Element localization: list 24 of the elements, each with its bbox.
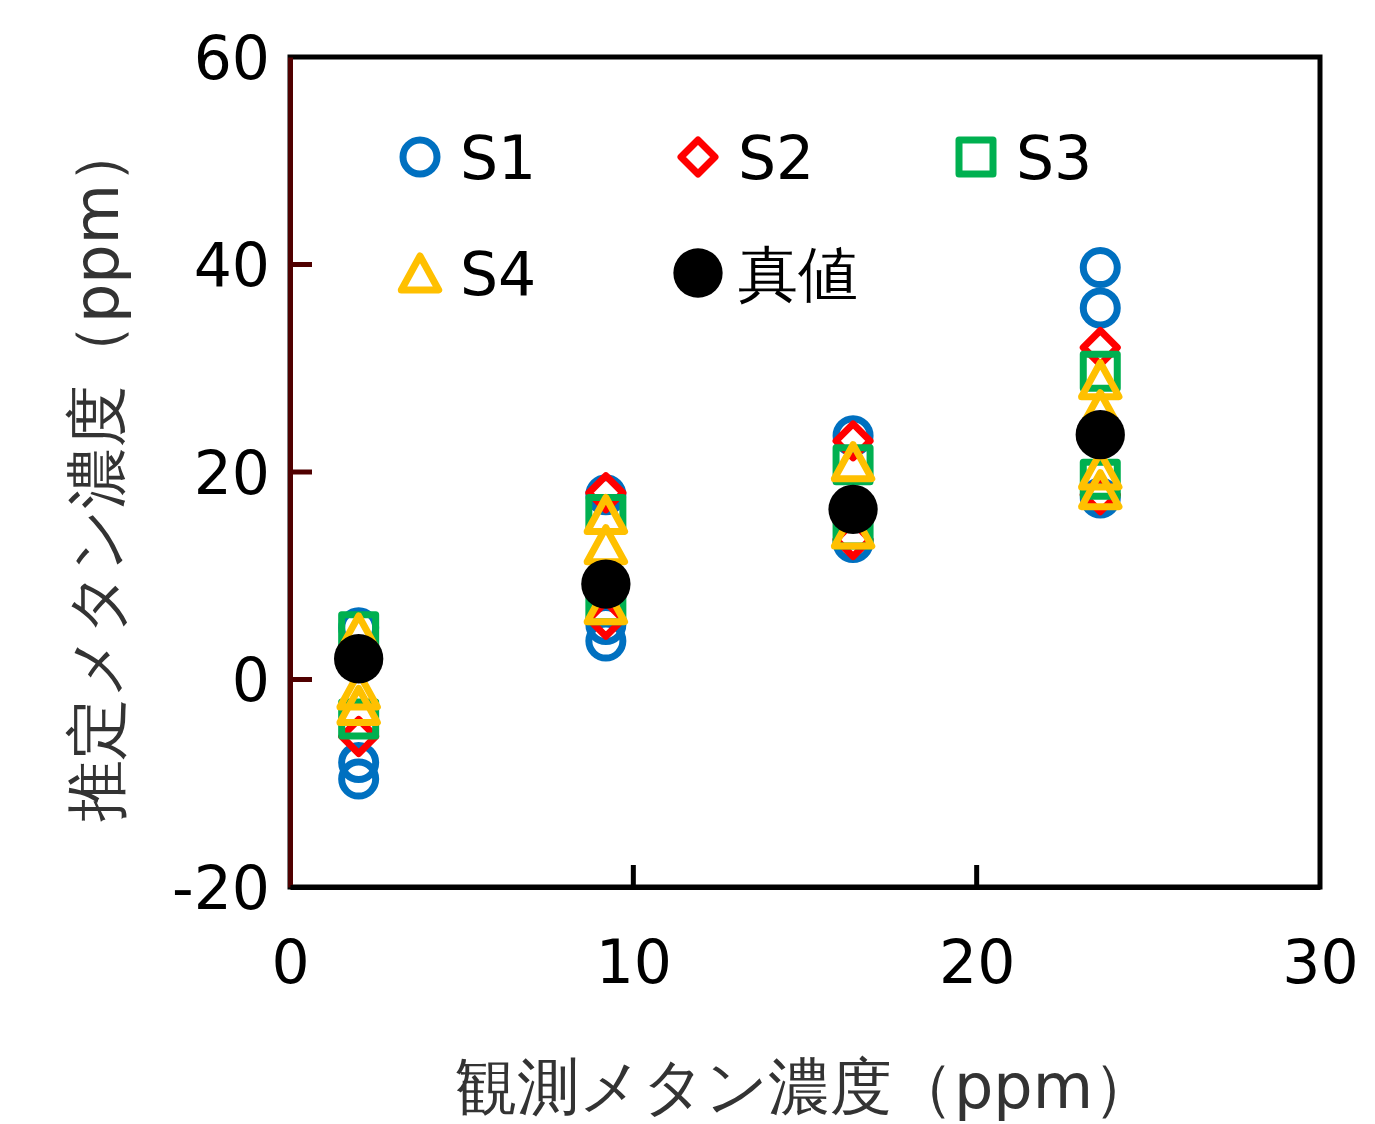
- y-tick-label: 40: [193, 230, 270, 300]
- legend-label: S4: [460, 238, 537, 309]
- x-axis-title: 観測メタン濃度（ppm）: [454, 1050, 1156, 1123]
- legend-label: 真値: [738, 238, 858, 309]
- y-tick-label: 20: [193, 437, 270, 508]
- point: [828, 484, 878, 534]
- y-tick-label: 60: [193, 22, 270, 93]
- x-tick-label: 30: [1282, 927, 1359, 997]
- point: [1079, 247, 1121, 289]
- x-tick-label: 10: [595, 927, 673, 997]
- legend-label: S1: [460, 122, 537, 193]
- y-tick-label: -20: [172, 852, 270, 923]
- point: [1078, 359, 1123, 401]
- point: [334, 634, 384, 684]
- x-tick-label: 20: [938, 927, 1016, 997]
- point: [1075, 410, 1125, 460]
- y-axis-title: 推定メタン濃度（ppm）: [60, 121, 133, 823]
- legend-label: S3: [1016, 122, 1093, 193]
- point: [581, 559, 631, 609]
- point: [1079, 287, 1121, 329]
- y-tick-label: 0: [231, 645, 270, 715]
- point: [336, 684, 381, 726]
- point: [338, 758, 380, 800]
- legend-label: S2: [738, 122, 815, 193]
